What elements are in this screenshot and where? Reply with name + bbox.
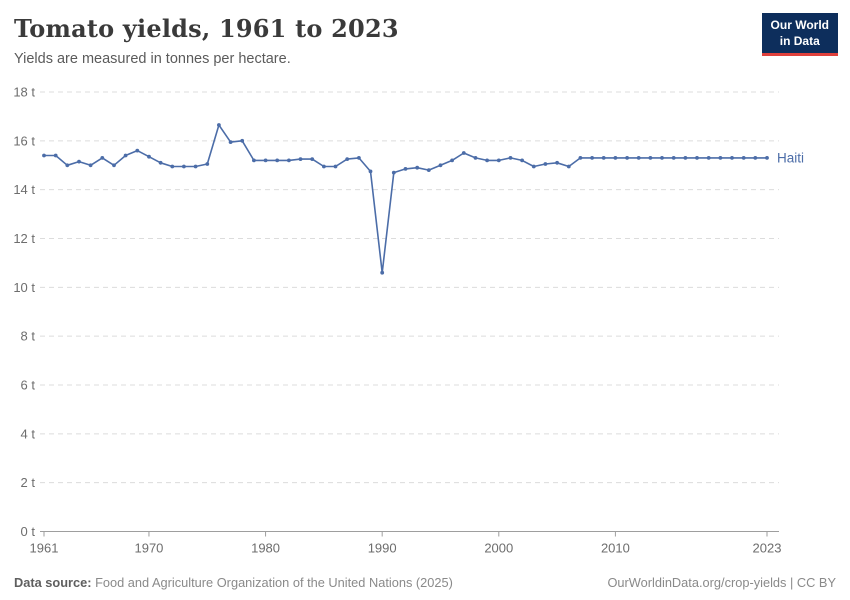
data-point-marker[interactable] — [333, 164, 338, 169]
x-axis-label: 2010 — [601, 541, 630, 556]
data-point-marker[interactable] — [112, 163, 116, 168]
y-axis-label: 6 t — [21, 378, 36, 393]
data-point-marker[interactable] — [310, 157, 315, 162]
data-source-text: Food and Agriculture Organization of the… — [91, 575, 453, 590]
x-axis-label: 1970 — [134, 541, 163, 556]
data-point-marker[interactable] — [625, 156, 629, 160]
data-point-marker[interactable] — [683, 156, 688, 160]
data-point-marker[interactable] — [182, 164, 186, 169]
license-credit-link[interactable]: OurWorldinData.org/crop-yields | CC BY — [607, 575, 836, 590]
owid-logo[interactable]: Our World in Data — [761, 13, 838, 57]
data-point-marker[interactable] — [275, 158, 280, 163]
data-point-marker[interactable] — [88, 163, 93, 168]
data-point-marker[interactable] — [438, 163, 443, 168]
y-axis-label: 12 t — [13, 231, 35, 246]
data-point-marker[interactable] — [147, 154, 151, 159]
data-point-marker[interactable] — [531, 164, 536, 169]
x-axis-label: 1990 — [368, 541, 397, 556]
x-axis-label: 1980 — [251, 541, 280, 556]
y-axis-label: 8 t — [21, 329, 36, 344]
data-point-marker[interactable] — [671, 156, 676, 160]
data-point-marker[interactable] — [496, 158, 501, 163]
data-point-marker[interactable] — [322, 164, 326, 169]
data-point-marker[interactable] — [65, 163, 70, 168]
series-line[interactable] — [44, 124, 767, 274]
data-point-marker[interactable] — [158, 160, 163, 165]
data-point-marker[interactable] — [741, 156, 746, 160]
logo-line-1: Our World — [770, 18, 829, 32]
data-point-marker[interactable] — [706, 156, 711, 160]
data-point-marker[interactable] — [543, 162, 548, 166]
data-point-marker[interactable] — [450, 158, 454, 163]
data-source: Data source: Food and Agriculture Organi… — [14, 575, 453, 590]
data-point-marker[interactable] — [520, 158, 524, 163]
data-point-marker[interactable] — [426, 168, 431, 173]
data-point-marker[interactable] — [636, 156, 641, 160]
data-point-marker[interactable] — [473, 156, 478, 160]
data-point-marker[interactable] — [252, 158, 256, 163]
data-point-marker[interactable] — [345, 157, 350, 162]
data-point-marker[interactable] — [660, 156, 664, 160]
data-point-marker[interactable] — [485, 158, 489, 163]
data-point-marker[interactable] — [718, 156, 723, 160]
data-point-marker[interactable] — [648, 156, 653, 160]
data-source-label: Data source: — [14, 575, 92, 590]
data-point-marker[interactable] — [613, 156, 618, 160]
data-point-marker[interactable] — [765, 156, 769, 160]
chart-header: Tomato yields, 1961 to 2023 Yields are m… — [14, 14, 740, 67]
data-point-marker[interactable] — [42, 153, 46, 158]
data-point-marker[interactable] — [357, 156, 361, 160]
series-entity-label[interactable]: Haiti — [777, 150, 804, 165]
chart-title: Tomato yields, 1961 to 2023 — [14, 14, 399, 43]
data-point-marker[interactable] — [753, 156, 758, 160]
data-point-marker[interactable] — [100, 156, 105, 160]
data-point-marker[interactable] — [695, 156, 699, 160]
data-point-marker[interactable] — [730, 156, 734, 160]
data-point-marker[interactable] — [403, 167, 408, 171]
chart-subtitle: Yields are measured in tonnes per hectar… — [14, 50, 291, 67]
data-point-marker[interactable] — [240, 138, 245, 143]
y-axis-label: 18 t — [13, 85, 35, 100]
data-point-marker[interactable] — [461, 151, 466, 155]
data-point-marker[interactable] — [415, 165, 420, 170]
data-point-marker[interactable] — [77, 159, 81, 164]
data-point-marker[interactable] — [555, 160, 559, 165]
data-point-marker[interactable] — [193, 164, 198, 169]
data-point-marker[interactable] — [578, 156, 583, 160]
data-point-marker[interactable] — [391, 170, 396, 175]
data-point-marker[interactable] — [566, 164, 571, 169]
data-point-marker[interactable] — [601, 156, 606, 160]
data-point-marker[interactable] — [53, 153, 58, 158]
data-point-marker[interactable] — [287, 158, 291, 163]
data-point-marker[interactable] — [205, 162, 210, 166]
data-point-marker[interactable] — [263, 158, 268, 163]
data-point-marker[interactable] — [368, 169, 373, 174]
data-point-marker[interactable] — [135, 148, 140, 153]
y-axis-label: 0 t — [21, 524, 36, 539]
data-point-marker[interactable] — [508, 156, 513, 160]
y-axis-label: 16 t — [13, 133, 35, 148]
y-axis-label: 10 t — [13, 280, 35, 295]
data-point-marker[interactable] — [217, 123, 221, 127]
data-point-marker[interactable] — [298, 157, 303, 162]
chart-footer: Data source: Food and Agriculture Organi… — [14, 575, 836, 590]
data-point-marker[interactable] — [380, 270, 385, 275]
y-axis-label: 14 t — [13, 182, 35, 197]
data-point-marker[interactable] — [123, 153, 128, 158]
x-axis-label: 2023 — [753, 541, 782, 556]
y-axis-label: 2 t — [21, 475, 36, 490]
x-axis-label: 1961 — [30, 541, 59, 556]
y-axis-label: 4 t — [21, 426, 36, 441]
data-point-marker[interactable] — [590, 156, 594, 160]
data-point-marker[interactable] — [228, 140, 233, 145]
x-axis-label: 2000 — [484, 541, 513, 556]
data-point-marker[interactable] — [170, 164, 175, 169]
logo-line-2: in Data — [779, 33, 820, 48]
